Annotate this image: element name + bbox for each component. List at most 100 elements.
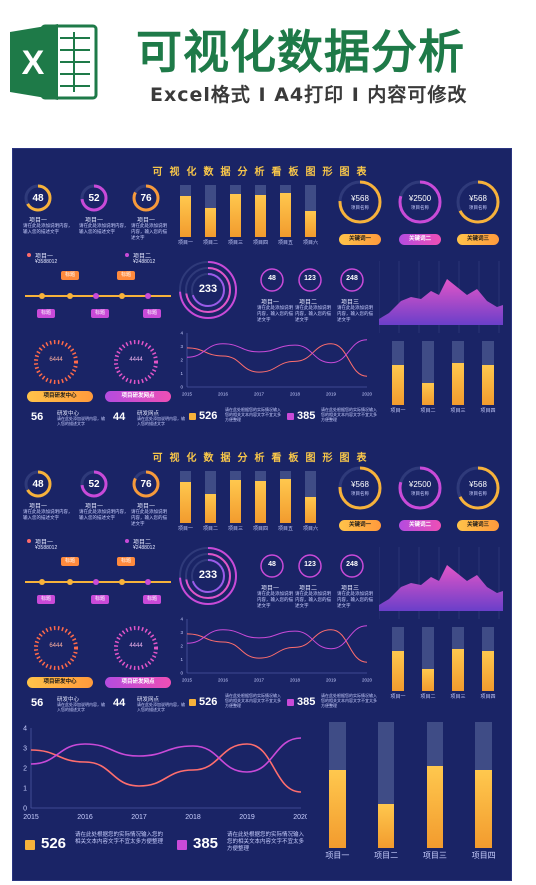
- y-tick-label: 4: [180, 617, 183, 622]
- small-ring-label: 项目二: [299, 586, 318, 592]
- bar-label: 项目三: [422, 851, 447, 860]
- dashboard-panel-1: 可视化数据分析看板图形图表 48 52 76 项目一 项目一 项目一 请在此处添…: [13, 149, 513, 431]
- small-ring: [298, 268, 322, 292]
- timeline-node: [119, 579, 125, 585]
- money-ring: [338, 466, 382, 510]
- y-tick-label: 2: [180, 644, 183, 649]
- bar-label: 项目二: [202, 240, 218, 246]
- ring-label: 项目一: [137, 504, 156, 510]
- bar-label: 项目三: [227, 240, 243, 246]
- keyword-pill[interactable]: 关键词一: [339, 520, 381, 531]
- timeline-tag[interactable]: 标题: [37, 309, 56, 318]
- bar: [481, 651, 495, 691]
- ring-desc: 请在此处添加说明内容，输入您的描述文字: [79, 509, 129, 520]
- small-ring-desc: 请在此处添加说明内容，输入您的描述文字: [295, 305, 331, 322]
- timeline-tag[interactable]: 标题: [143, 595, 162, 604]
- timeline-number: ¥3588012: [35, 259, 58, 265]
- dial-gauge: [34, 340, 78, 384]
- bar: [230, 480, 241, 523]
- x-tick-label: 2016: [77, 814, 93, 821]
- timeline-dot: [125, 539, 129, 543]
- ring-value: 48: [32, 479, 44, 490]
- keyword-pill[interactable]: 关键词三: [457, 234, 499, 245]
- stat-desc: 请在此处添加说明内容，输入您的描述文字: [57, 702, 105, 712]
- x-tick-label: 2020: [362, 392, 373, 397]
- center-ring-value: 233: [198, 283, 218, 295]
- stat-desc: 请在此处根据您的实际情况输入您的相关文本内容文字不宜太多方便整理: [321, 693, 377, 708]
- ring-value: 76: [140, 479, 152, 490]
- progress-ring: [80, 184, 108, 212]
- timeline-item: 项目二: [133, 540, 152, 546]
- money-label: 项目名称: [469, 491, 487, 496]
- bar-label: 项目四: [252, 240, 268, 246]
- money-ring: [398, 180, 442, 224]
- excel-logo-icon: X: [10, 24, 98, 100]
- bottom-pill[interactable]: 项目研发中心: [27, 391, 93, 402]
- bar-track: [255, 471, 266, 523]
- x-tick-label: 2015: [23, 814, 39, 821]
- bar-track: [255, 185, 266, 237]
- page-subtitle: Excel格式 I A4打印 I 内容可修改: [150, 84, 468, 106]
- small-ring-value: 123: [304, 275, 316, 282]
- bar-label: 项目一: [325, 851, 350, 860]
- ring-desc: 请在此处添加说明内容，输入您的描述文字: [23, 223, 73, 234]
- bar-label: 项目三: [227, 526, 243, 532]
- bar: [451, 363, 465, 405]
- timeline-tag[interactable]: 标题: [143, 309, 162, 318]
- keyword-pill[interactable]: 关键词一: [339, 234, 381, 245]
- bar-track: [305, 185, 316, 237]
- bottom-pill[interactable]: 项目研发中心: [27, 677, 93, 688]
- keyword-pill[interactable]: 关键词二: [399, 520, 441, 531]
- money-label: 项目名称: [351, 491, 369, 496]
- stat-desc: 请在此处根据您的实际情况输入您的相关文本内容文字不宜太多方便整理: [225, 693, 281, 708]
- x-tick-label: 2018: [290, 392, 301, 397]
- bar-label: 项目二: [420, 408, 436, 414]
- concentric-ring: [179, 261, 237, 319]
- bar: [255, 481, 266, 523]
- timeline-node: [145, 579, 151, 585]
- timeline-tag[interactable]: 标题: [117, 557, 136, 566]
- ring-label: 项目一: [85, 504, 104, 510]
- bar: [205, 208, 216, 237]
- bottom-pill[interactable]: 项目研发网点: [105, 677, 171, 688]
- stat-value: 385: [297, 696, 316, 708]
- bar-label: 项目一: [390, 694, 406, 700]
- y-tick-label: 1: [23, 785, 27, 792]
- bar: [421, 668, 435, 691]
- timeline-tag[interactable]: 标题: [117, 271, 136, 280]
- keyword-pill[interactable]: 关键词三: [457, 520, 499, 531]
- timeline-dot: [27, 253, 31, 257]
- line-series-1: [30, 743, 302, 793]
- ring-value: 76: [140, 193, 152, 204]
- y-tick-label: 3: [180, 630, 183, 635]
- ring-desc: 请在此处添加说明内容，输入您的描述文字: [131, 223, 167, 240]
- timeline-tag[interactable]: 标题: [61, 271, 80, 280]
- dial-value: 6444: [49, 357, 63, 363]
- timeline-tag[interactable]: 标题: [37, 595, 56, 604]
- timeline-node: [145, 293, 151, 299]
- area-chart: [379, 547, 503, 619]
- dashboard-title: 可视化数据分析看板图形图表: [152, 167, 374, 178]
- dial-gauge: [34, 626, 78, 670]
- small-ring: [260, 554, 284, 578]
- bar-label: 项目四: [480, 408, 496, 414]
- ring-value: 52: [88, 479, 100, 490]
- timeline-item: 项目二: [133, 254, 152, 260]
- bar-track: [391, 627, 405, 691]
- timeline-tag[interactable]: 标题: [91, 309, 110, 318]
- timeline-tag[interactable]: 标题: [91, 595, 110, 604]
- x-tick-label: 2016: [218, 392, 229, 397]
- timeline-tag[interactable]: 标题: [61, 557, 80, 566]
- money-label: 项目名称: [411, 491, 429, 496]
- timeline-node: [39, 293, 45, 299]
- bar-track: [451, 341, 465, 405]
- stat-desc: 请在此处添加说明内容，输入您的描述文字: [57, 416, 105, 426]
- bar-track: [426, 722, 444, 848]
- x-tick-label: 2017: [131, 814, 147, 821]
- timeline-node: [39, 579, 45, 585]
- bottom-pill[interactable]: 项目研发网点: [105, 391, 171, 402]
- dashboard-title: 可视化数据分析看板图形图表: [152, 453, 374, 464]
- keyword-pill[interactable]: 关键词二: [399, 234, 441, 245]
- area-chart: [379, 261, 503, 333]
- x-tick-label: 2019: [326, 392, 337, 397]
